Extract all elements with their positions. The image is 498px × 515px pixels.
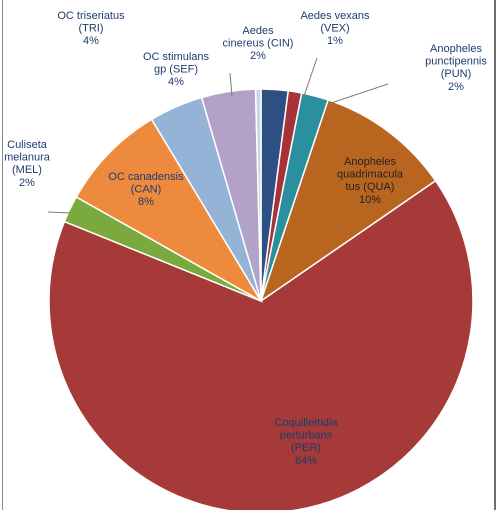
frame-left-border bbox=[2, 0, 3, 510]
slice-label-line: 8% bbox=[138, 196, 154, 208]
frame-right-border bbox=[494, 0, 496, 510]
slice-label-line: melanura bbox=[4, 152, 51, 164]
slice-label-line: 4% bbox=[83, 35, 99, 47]
slice-label: OC triseriatus (TRI) 4% bbox=[57, 10, 125, 47]
slice-label-line: OC stimulans bbox=[143, 51, 210, 63]
slice-label-line: Anopheles bbox=[344, 156, 396, 168]
slice-label-line: (TRI) bbox=[78, 23, 103, 35]
slice-label-line: Aedes bbox=[242, 25, 274, 37]
slice-label-line: Coquillettidia bbox=[275, 417, 339, 429]
slice-label-line: 64% bbox=[295, 455, 317, 467]
slice-label-line: 4% bbox=[168, 76, 184, 88]
slice-label-line: punctipennis bbox=[425, 56, 487, 68]
slice-label-line: (PUN) bbox=[441, 68, 472, 80]
slice-label-line: Culiseta bbox=[7, 139, 48, 151]
leader-line bbox=[327, 83, 389, 105]
slice-label-line: 2% bbox=[448, 81, 464, 93]
slice-label-line: (MEL) bbox=[12, 164, 42, 176]
leader-line bbox=[47, 211, 72, 214]
slice-label: Coquillettidia perturbans (PER) 64% bbox=[275, 417, 339, 467]
slice-label-line: quadrimacula bbox=[337, 169, 404, 181]
slice-label-line: 1% bbox=[327, 35, 343, 47]
pie-slice bbox=[75, 118, 264, 304]
slice-label: Culiseta melanura (MEL) 2% bbox=[4, 139, 51, 189]
slice-label-line: (PER) bbox=[291, 442, 321, 454]
slice-label-line: gp (SEF) bbox=[154, 64, 198, 76]
slice-label-line: (CAN) bbox=[131, 184, 162, 196]
slice-label-line: Aedes vexans bbox=[300, 10, 370, 22]
leader-line bbox=[302, 57, 318, 100]
slice-label-line: (VEX) bbox=[320, 23, 349, 35]
slice-label-line: 10% bbox=[359, 194, 381, 206]
slice-label-line: 2% bbox=[19, 177, 35, 189]
slice-label: Aedes cinereus (CIN) 2% bbox=[223, 25, 294, 62]
slice-label-line: 2% bbox=[250, 50, 266, 62]
pie-slice bbox=[254, 88, 262, 302]
slice-label: Aedes vexans (VEX) 1% bbox=[300, 10, 370, 47]
slice-label-line: perturbans bbox=[280, 430, 333, 442]
pie-slice bbox=[259, 98, 437, 303]
slice-label: OC canadensis (CAN) 8% bbox=[108, 171, 184, 208]
slice-label: OC stimulans gp (SEF) 4% bbox=[143, 51, 210, 88]
slice-label: Anopheles quadrimacula tus (QUA) 10% bbox=[337, 156, 404, 206]
leader-line bbox=[229, 72, 233, 97]
slice-label-line: Anopheles bbox=[430, 43, 482, 55]
slice-label-line: OC canadensis bbox=[108, 171, 184, 183]
slice-label-line: cinereus (CIN) bbox=[223, 38, 294, 50]
slice-label-line: OC triseriatus bbox=[57, 10, 125, 22]
slice-label: Anopheles punctipennis (PUN) 2% bbox=[425, 43, 487, 93]
slice-label-line: tus (QUA) bbox=[346, 181, 395, 193]
